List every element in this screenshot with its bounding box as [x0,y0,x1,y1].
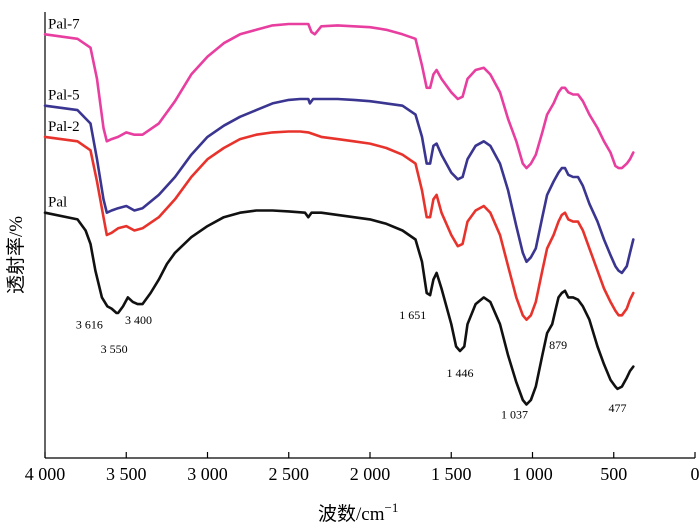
axes [44,12,695,459]
x-axis-title-text: 波数/cm [318,503,385,525]
x-tick-label: 2 000 [350,464,391,484]
series-label-pal: Pal [48,195,67,211]
x-tick-label: 3 500 [106,464,147,484]
series-labels: Pal-7 Pal-5 Pal-2 Pal [48,16,80,210]
series-label-pal-5: Pal-5 [48,88,80,104]
x-ticks: 4 000 3 500 3 000 2 500 2 000 1 500 1 000 500 0 [25,452,700,484]
peak-label: 879 [549,338,567,352]
x-axis-title: 波数/cm−1 [318,500,398,525]
series-line-pal [43,209,635,406]
peak-label: 1 651 [399,308,426,322]
x-tick-label: 1 000 [512,464,553,484]
x-tick-label: 1 500 [431,464,472,484]
peak-label: 1 446 [447,366,474,380]
peak-label: 3 550 [101,342,128,356]
x-tick-label: 2 500 [269,464,310,484]
x-axis-title-superscript: −1 [385,500,399,515]
series-group [43,22,635,406]
y-axis-title: 透射率/% [5,216,27,294]
series-line-pal-7 [43,22,635,170]
peak-annotations: 3 616 3 550 3 400 1 651 1 446 1 037 879 477 [76,308,627,421]
x-tick-label: 4 000 [25,464,66,484]
x-tick-label: 3 000 [187,464,228,484]
peak-label: 477 [608,401,626,415]
peak-label: 1 037 [501,407,528,421]
x-tick-label: 0 [691,464,700,484]
peak-label: 3 616 [76,317,103,331]
series-label-pal-7: Pal-7 [48,16,80,32]
x-tick-label: 500 [600,464,627,484]
peak-label: 3 400 [125,313,152,327]
series-line-pal-2 [43,130,635,321]
series-line-pal-5 [43,97,635,275]
series-label-pal-2: Pal-2 [48,119,80,135]
